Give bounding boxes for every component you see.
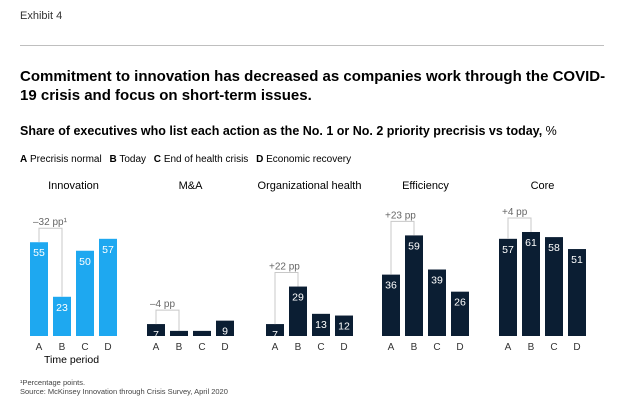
chart-subtitle: Share of executives who list each action… [20,124,620,138]
tick-label-m-a-D: D [221,342,228,353]
group-title-organizational-health: Organizational health [258,180,362,192]
bar-m-a-B [170,330,188,336]
annotation-bracket-efficiency [390,220,415,275]
data-label-efficiency-C: 39 [431,275,443,287]
legend-item-a: A Precrisis normal [20,154,102,165]
divider [20,45,604,46]
legend-item-c: C End of health crisis [153,154,249,165]
bar-organizational-health-B [289,286,307,336]
bar-efficiency-C [428,269,446,336]
data-label-efficiency-A: 36 [385,280,397,292]
annotation-organizational-health: +22 pp [269,262,300,273]
data-label-core-B: 61 [525,237,537,249]
bar-organizational-health-A [266,324,284,336]
tick-label-organizational-health-B: B [295,342,302,353]
tick-label-core-A: A [505,342,512,353]
bar-m-a-C [193,330,211,336]
bar-core-D [568,249,586,336]
data-label-innovation-C: 50 [79,256,91,268]
legend-item-b: B Today [109,154,147,165]
data-label-m-a-C: 3 [199,336,205,348]
data-label-m-a-A: 7 [153,329,159,341]
data-label-core-D: 51 [571,254,583,266]
annotation-innovation: –32 pp¹ [33,217,68,228]
tick-label-organizational-health-A: A [272,342,279,353]
data-label-organizational-health-C: 13 [315,319,327,331]
data-label-organizational-health-D: 12 [338,321,350,333]
annotation-bracket-core [507,217,532,239]
data-label-innovation-B: 23 [56,302,68,314]
tick-label-efficiency-B: B [411,342,418,353]
legend-item-d: D Economic recovery [256,154,352,165]
data-label-organizational-health-A: 7 [272,329,278,341]
x-axis-label: Time period [44,354,99,366]
data-label-m-a-B: 3 [176,336,182,348]
data-label-innovation-D: 57 [102,244,114,256]
bar-m-a-A [147,324,165,336]
annotation-core: +4 pp [502,207,528,218]
bar-innovation-D [99,238,117,336]
bar-core-B [522,231,540,336]
annotation-bracket-m-a [155,309,180,331]
data-label-innovation-A: 55 [33,247,45,259]
footnotes: ¹Percentage points. Source: McKinsey Inn… [20,378,228,396]
data-label-core-A: 57 [502,244,514,256]
bar-innovation-C [76,250,94,336]
annotation-m-a: –4 pp [150,299,175,310]
chart-title: Commitment to innovation has decreased a… [20,68,606,104]
bar-core-A [499,238,517,336]
annotation-bracket-organizational-health [274,272,299,325]
annotation-bracket-innovation [38,227,63,297]
tick-label-organizational-health-D: D [340,342,347,353]
tick-label-innovation-C: C [81,342,88,353]
subtitle-text: Share of executives who list each action… [20,124,543,138]
annotation-efficiency: +23 pp [385,210,416,221]
bar-m-a-D [216,320,234,336]
data-label-core-C: 58 [548,242,560,254]
data-label-efficiency-B: 59 [408,240,420,252]
bar-efficiency-A [382,274,400,336]
subtitle-unit: % [545,124,557,138]
tick-label-core-B: B [528,342,535,353]
bar-core-C [545,237,563,336]
tick-label-m-a-B: B [176,342,183,353]
tick-label-m-a-C: C [198,342,205,353]
tick-label-m-a-A: A [153,342,160,353]
data-label-organizational-health-B: 29 [292,292,304,304]
tick-label-efficiency-D: D [456,342,463,353]
tick-label-efficiency-C: C [433,342,440,353]
tick-label-organizational-health-C: C [317,342,324,353]
group-title-innovation: Innovation [48,180,99,192]
footnote-percentage-points: ¹Percentage points. [20,378,86,387]
tick-label-innovation-D: D [104,342,111,353]
data-label-m-a-D: 9 [222,326,228,338]
tick-label-core-D: D [573,342,580,353]
tick-label-innovation-A: A [36,342,43,353]
tick-label-efficiency-A: A [388,342,395,353]
tick-label-core-C: C [550,342,557,353]
bar-innovation-A [30,242,48,336]
bar-efficiency-B [405,235,423,336]
footnote-source: Source: McKinsey Innovation through Cris… [20,387,228,396]
data-label-efficiency-D: 26 [454,297,466,309]
group-title-efficiency: Efficiency [402,180,449,192]
bar-efficiency-D [451,291,469,336]
bar-innovation-B [53,296,71,336]
exhibit-label: Exhibit 4 [20,10,63,22]
tick-label-innovation-B: B [59,342,66,353]
bar-organizational-health-C [312,313,330,336]
legend: A Precrisis normal B Today C End of heal… [20,154,356,165]
bar-organizational-health-D [335,315,353,336]
group-title-core: Core [531,180,555,192]
group-title-m-a: M&A [179,180,204,192]
